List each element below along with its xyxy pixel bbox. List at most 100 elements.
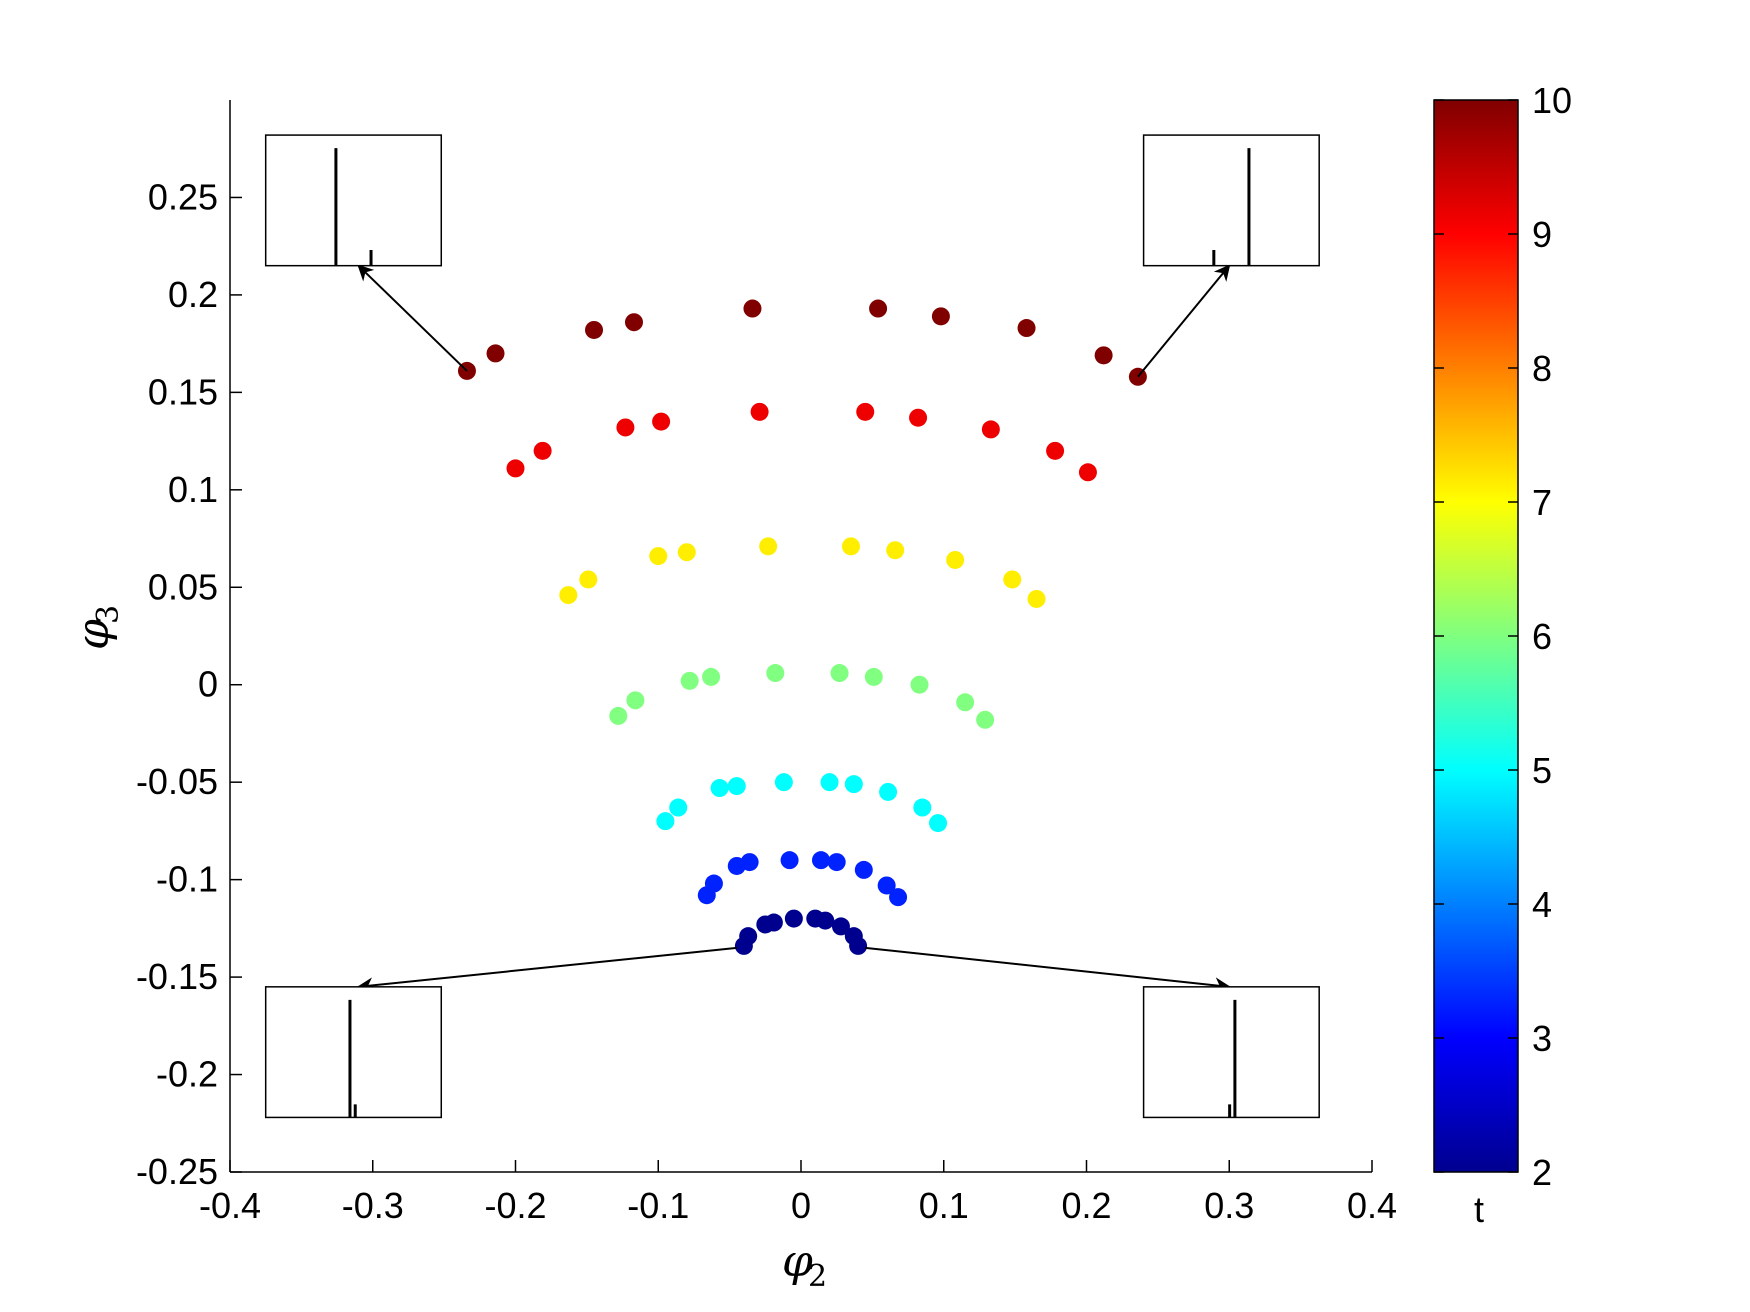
data-point: [879, 782, 898, 801]
data-point: [929, 814, 948, 833]
x-tick-label: 0.1: [919, 1185, 969, 1226]
colorbar-tick-label: 9: [1532, 214, 1552, 255]
y-tick-label: -0.25: [136, 1151, 218, 1192]
data-point: [624, 313, 643, 332]
y-tick-label: 0.2: [168, 274, 218, 315]
data-point: [889, 888, 908, 907]
y-axis-label-symbol: φ: [68, 619, 119, 650]
data-point: [976, 710, 995, 729]
data-point: [669, 798, 688, 817]
colorbar-tick-label: 8: [1532, 348, 1552, 389]
y-tick-label: 0.25: [148, 176, 218, 217]
data-point: [626, 691, 645, 710]
data-point: [946, 550, 965, 569]
y-axis-label: φ3: [68, 605, 126, 650]
x-tick-label: -0.3: [342, 1185, 404, 1226]
x-tick-label: 0.2: [1061, 1185, 1111, 1226]
data-point: [1017, 319, 1036, 338]
data-point: [780, 851, 799, 870]
colorbar: [1433, 99, 1519, 1173]
data-point: [831, 917, 850, 936]
inset-frame: [264, 134, 443, 267]
y-tick-label: 0.1: [168, 469, 218, 510]
series-t-5: [656, 773, 948, 833]
colorbar-tick-label: 6: [1532, 616, 1552, 657]
colorbar-label: t: [1474, 1189, 1484, 1230]
data-point: [1003, 570, 1022, 589]
data-point: [585, 320, 604, 339]
data-point: [616, 418, 635, 437]
data-point: [656, 812, 675, 831]
inset-top-left: [264, 134, 443, 267]
data-point: [739, 927, 758, 946]
colorbar-tick-label: 2: [1532, 1152, 1552, 1193]
x-tick-label: 0: [791, 1185, 811, 1226]
inset-bottom-left: [264, 986, 443, 1119]
y-tick-label: -0.15: [136, 956, 218, 997]
data-point: [909, 408, 928, 427]
data-point: [910, 675, 929, 694]
data-point: [677, 543, 696, 562]
data-point: [609, 706, 628, 725]
data-point: [864, 667, 883, 686]
data-point: [913, 798, 932, 817]
data-point: [506, 459, 525, 478]
data-point: [811, 851, 830, 870]
data-point: [816, 911, 835, 930]
data-point: [702, 667, 721, 686]
data-point: [1046, 441, 1065, 460]
x-axis-label: φ2: [782, 1236, 827, 1294]
series-t-2: [734, 909, 868, 955]
x-tick-label: -0.2: [484, 1185, 546, 1226]
data-point: [956, 693, 975, 712]
data-point: [579, 570, 598, 589]
x-tick-label: -0.4: [199, 1185, 261, 1226]
annotation-arrow: [865, 946, 1231, 994]
data-point: [830, 664, 849, 683]
data-point: [820, 773, 839, 792]
y-tick-label: 0: [198, 664, 218, 705]
data-point: [710, 779, 729, 798]
data-point: [1094, 346, 1113, 365]
data-point: [856, 402, 875, 421]
data-point: [774, 773, 793, 792]
colorbar-tick-label: 3: [1532, 1018, 1552, 1059]
y-tick-label: 0.15: [148, 371, 218, 412]
series-t-7: [559, 537, 1046, 608]
data-point: [844, 775, 863, 794]
inset-frame: [1142, 986, 1320, 1119]
data-point: [766, 664, 785, 683]
data-point: [740, 853, 759, 872]
x-tick-label: 0.4: [1347, 1185, 1397, 1226]
inset-frame: [264, 986, 443, 1119]
series-t-9: [506, 402, 1097, 482]
x-axis-label-symbol: φ: [782, 1236, 813, 1287]
series-t-3-3: [697, 851, 908, 907]
data-point: [827, 853, 846, 872]
x-tick-label: -0.1: [627, 1185, 689, 1226]
series-t-6: [609, 664, 995, 729]
inset-bottom-right: [1142, 986, 1320, 1119]
inset-top-right: [1142, 134, 1320, 267]
data-point: [750, 402, 769, 421]
inset-frame: [1142, 134, 1320, 267]
data-point: [486, 344, 505, 363]
data-point: [886, 541, 905, 560]
data-point: [533, 441, 552, 460]
data-point: [981, 420, 1000, 439]
y-tick-label: -0.2: [156, 1054, 218, 1095]
data-point: [784, 909, 803, 928]
y-tick-label: -0.1: [156, 859, 218, 900]
x-tick-label: 0.3: [1204, 1185, 1254, 1226]
data-point: [743, 299, 762, 318]
y-tick-label: -0.05: [136, 761, 218, 802]
data-point: [877, 876, 896, 895]
series-t-10: [457, 299, 1147, 386]
data-point: [680, 671, 699, 690]
colorbar-tick-label: 10: [1532, 80, 1572, 121]
x-axis-label-subscript: 2: [808, 1259, 827, 1294]
data-point: [869, 299, 888, 318]
data-point: [727, 777, 746, 796]
data-point: [931, 307, 950, 326]
